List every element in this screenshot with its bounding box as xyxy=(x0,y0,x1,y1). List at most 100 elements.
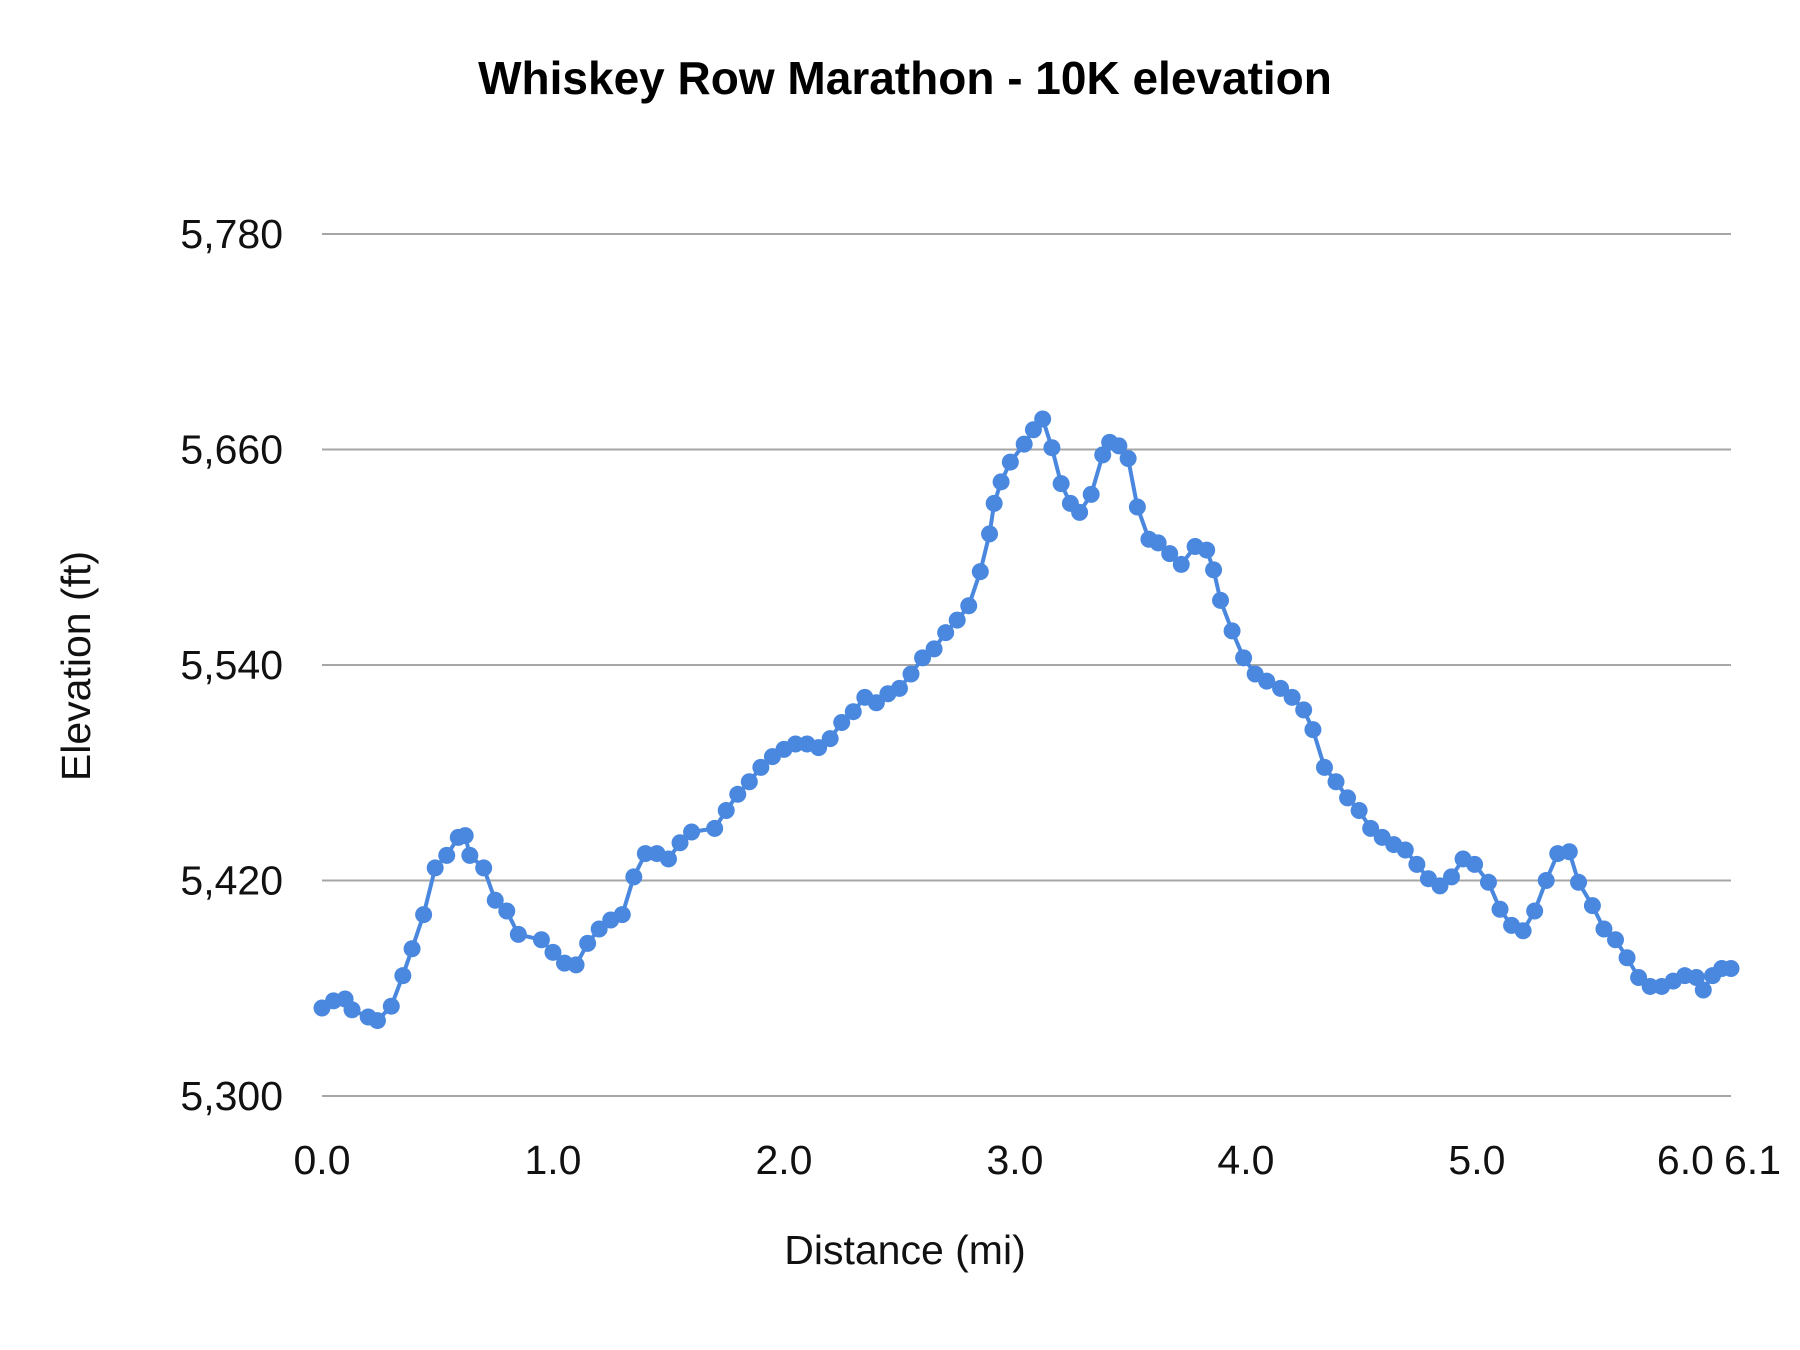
data-point xyxy=(821,730,839,748)
data-point xyxy=(403,940,421,958)
data-point xyxy=(1223,622,1241,640)
data-point xyxy=(1396,841,1414,859)
data-point xyxy=(1537,872,1555,889)
data-point xyxy=(1272,679,1290,697)
x-tick-label: 1.0 xyxy=(524,1137,581,1183)
data-point xyxy=(914,649,932,667)
data-point xyxy=(1408,855,1426,873)
data-point xyxy=(810,739,828,757)
y-tick-label: 5,420 xyxy=(180,858,283,904)
y-axis-ticks: 5,300 5,420 5,540 5,660 5,780 xyxy=(180,211,283,1119)
data-point xyxy=(1128,498,1146,516)
x-axis-ticks: 0.0 1.0 2.0 3.0 4.0 5.0 6.0 6.1 xyxy=(294,1137,1782,1183)
data-point xyxy=(1694,981,1712,999)
data-point xyxy=(1052,475,1070,493)
data-point xyxy=(706,819,724,837)
data-point xyxy=(1618,949,1636,967)
data-point xyxy=(567,956,585,974)
data-point xyxy=(1327,773,1345,791)
x-tick-label: 3.0 xyxy=(986,1137,1043,1183)
data-point xyxy=(1526,902,1544,920)
data-point xyxy=(1198,541,1216,559)
data-point xyxy=(671,834,689,852)
data-point xyxy=(1172,555,1190,573)
data-point xyxy=(343,1001,361,1019)
data-point xyxy=(1431,877,1449,895)
x-tick-label: 6.0 xyxy=(1657,1137,1714,1183)
data-point xyxy=(1514,922,1532,940)
chart-title: Whiskey Row Marathon - 10K elevation xyxy=(478,52,1332,104)
data-point xyxy=(394,967,412,985)
data-point xyxy=(461,846,479,864)
data-point xyxy=(475,859,493,877)
data-point xyxy=(1630,968,1648,986)
data-point xyxy=(1212,591,1230,609)
data-point xyxy=(1094,446,1112,464)
data-point xyxy=(1258,672,1276,690)
data-point xyxy=(1119,449,1137,467)
data-point xyxy=(683,823,701,841)
data-point xyxy=(1350,801,1368,819)
data-point xyxy=(729,785,747,803)
data-point xyxy=(1149,534,1167,552)
data-point xyxy=(925,640,943,658)
data-point xyxy=(1443,868,1461,886)
data-point xyxy=(1015,435,1033,453)
data-point xyxy=(1362,819,1380,837)
data-point xyxy=(382,997,400,1015)
data-point xyxy=(456,827,474,845)
data-point xyxy=(752,758,770,776)
data-point xyxy=(992,473,1010,491)
data-point xyxy=(890,679,908,697)
data-point xyxy=(717,801,735,819)
data-point xyxy=(1687,968,1705,986)
data-point xyxy=(981,525,999,543)
x-tick-label: 2.0 xyxy=(755,1137,812,1183)
data-point xyxy=(1161,545,1179,563)
data-point xyxy=(1560,843,1578,861)
y-tick-label: 5,540 xyxy=(180,642,283,688)
data-point xyxy=(867,694,885,712)
data-point xyxy=(532,931,550,949)
data-point xyxy=(902,665,920,683)
data-point xyxy=(960,597,978,615)
data-point xyxy=(509,925,527,943)
data-point xyxy=(833,713,851,731)
data-point xyxy=(544,943,562,961)
data-point xyxy=(498,902,516,920)
data-point xyxy=(1283,688,1301,706)
data-point xyxy=(415,906,433,924)
y-axis-label: Elevation (ft) xyxy=(53,551,99,781)
data-point xyxy=(579,934,597,952)
x-tick-label: 0.0 xyxy=(294,1137,351,1183)
data-point xyxy=(1295,701,1313,719)
y-tick-label: 5,780 xyxy=(180,211,283,257)
data-point xyxy=(948,611,966,629)
data-point xyxy=(1339,789,1357,807)
data-point xyxy=(1071,503,1089,521)
data-point xyxy=(1607,931,1625,949)
data-point xyxy=(1205,561,1223,579)
data-point xyxy=(613,906,631,924)
data-point xyxy=(590,920,608,938)
data-point xyxy=(1570,873,1588,891)
data-point xyxy=(1315,758,1333,776)
data-point xyxy=(659,850,677,868)
x-tick-label: 5.0 xyxy=(1448,1137,1505,1183)
data-point xyxy=(1722,959,1740,977)
data-point xyxy=(1583,897,1601,915)
y-tick-label: 5,660 xyxy=(180,427,283,473)
series-elevation xyxy=(313,410,1740,1030)
data-point xyxy=(971,563,989,581)
data-point xyxy=(368,1012,386,1030)
data-point xyxy=(1034,410,1052,428)
x-tick-label: 4.0 xyxy=(1217,1137,1274,1183)
data-point xyxy=(1595,920,1613,938)
data-point xyxy=(426,859,444,877)
data-point xyxy=(1001,453,1019,471)
gridlines xyxy=(322,233,1731,1097)
x-tick-label: 6.1 xyxy=(1724,1137,1781,1183)
data-point xyxy=(844,703,862,721)
data-point xyxy=(1466,855,1484,873)
